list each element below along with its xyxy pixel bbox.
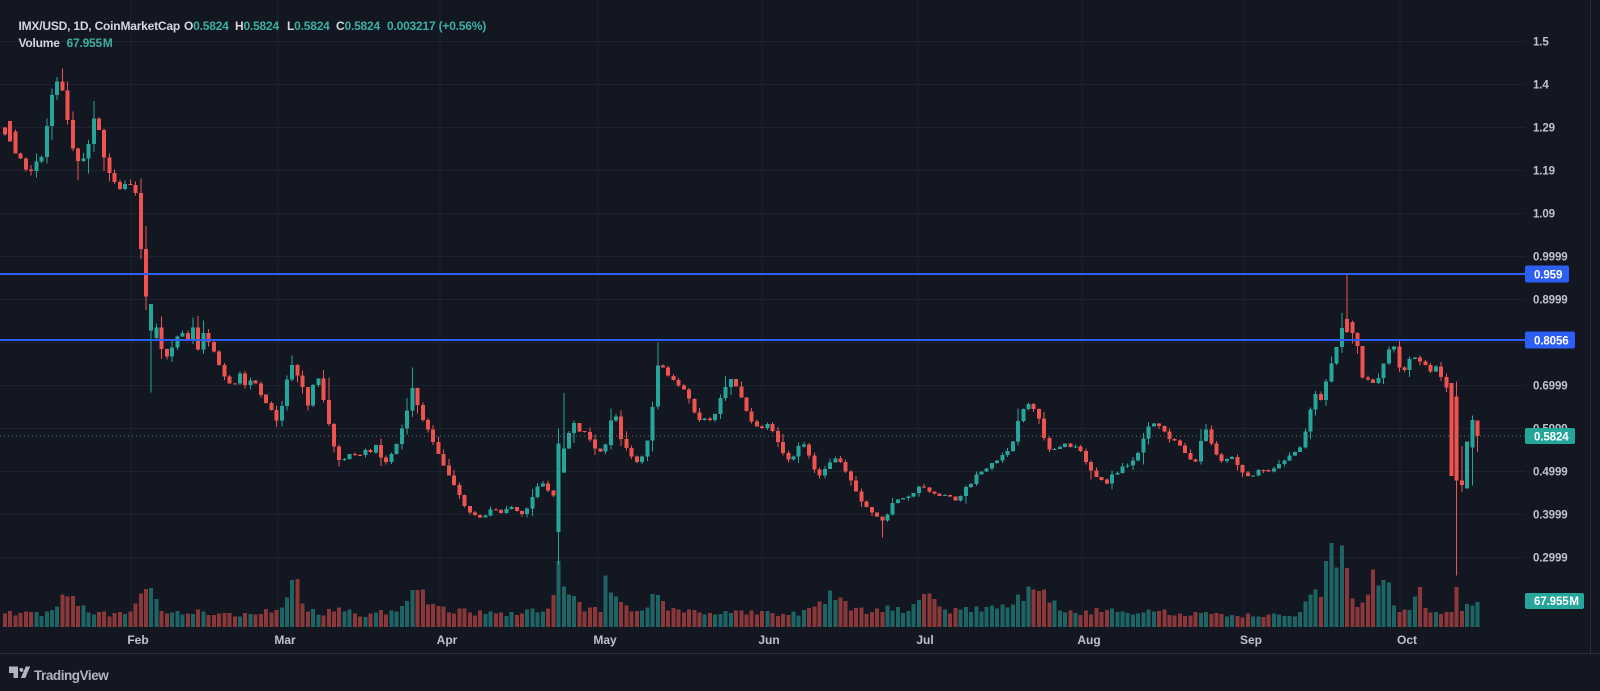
svg-text:IMX/USD, 1D, CoinMarketCap: IMX/USD, 1D, CoinMarketCap [19, 19, 181, 33]
svg-text:Jul: Jul [916, 633, 933, 647]
svg-text:TradingView: TradingView [34, 668, 109, 683]
svg-text:Jun: Jun [758, 633, 779, 647]
svg-text:1.5: 1.5 [1533, 37, 1549, 49]
svg-text:C0.5824: C0.5824 [336, 19, 380, 33]
svg-text:Aug: Aug [1077, 633, 1100, 647]
svg-text:O0.5824: O0.5824 [184, 19, 229, 33]
svg-text:Volume: Volume [19, 36, 61, 50]
svg-text:Apr: Apr [437, 633, 458, 647]
svg-text:0.8999: 0.8999 [1533, 295, 1568, 307]
svg-text:67.955 M: 67.955 M [1534, 596, 1579, 608]
svg-text:0.2999: 0.2999 [1533, 553, 1568, 565]
svg-text:67.955 M: 67.955 M [67, 36, 113, 50]
svg-text:1.4: 1.4 [1533, 80, 1549, 92]
svg-text:0.4999: 0.4999 [1533, 467, 1568, 479]
svg-text:0.003217 (+0.56%): 0.003217 (+0.56%) [387, 19, 486, 33]
svg-text:Feb: Feb [127, 633, 148, 647]
svg-text:Mar: Mar [274, 633, 296, 647]
svg-text:0.9999: 0.9999 [1533, 252, 1568, 264]
svg-text:0.6999: 0.6999 [1533, 381, 1568, 393]
svg-text:1.29: 1.29 [1533, 123, 1555, 135]
svg-text:1.09: 1.09 [1533, 209, 1555, 221]
svg-text:0.5824: 0.5824 [1534, 431, 1569, 443]
svg-text:Oct: Oct [1397, 633, 1417, 647]
svg-text:0.8056: 0.8056 [1534, 335, 1569, 347]
svg-text:L0.5824: L0.5824 [287, 19, 330, 33]
svg-text:0.959: 0.959 [1534, 269, 1562, 281]
svg-text:H0.5824: H0.5824 [235, 19, 279, 33]
svg-text:1.19: 1.19 [1533, 166, 1555, 178]
svg-text:May: May [593, 633, 617, 647]
svg-text:0.3999: 0.3999 [1533, 510, 1568, 522]
svg-text:Sep: Sep [1240, 633, 1262, 647]
